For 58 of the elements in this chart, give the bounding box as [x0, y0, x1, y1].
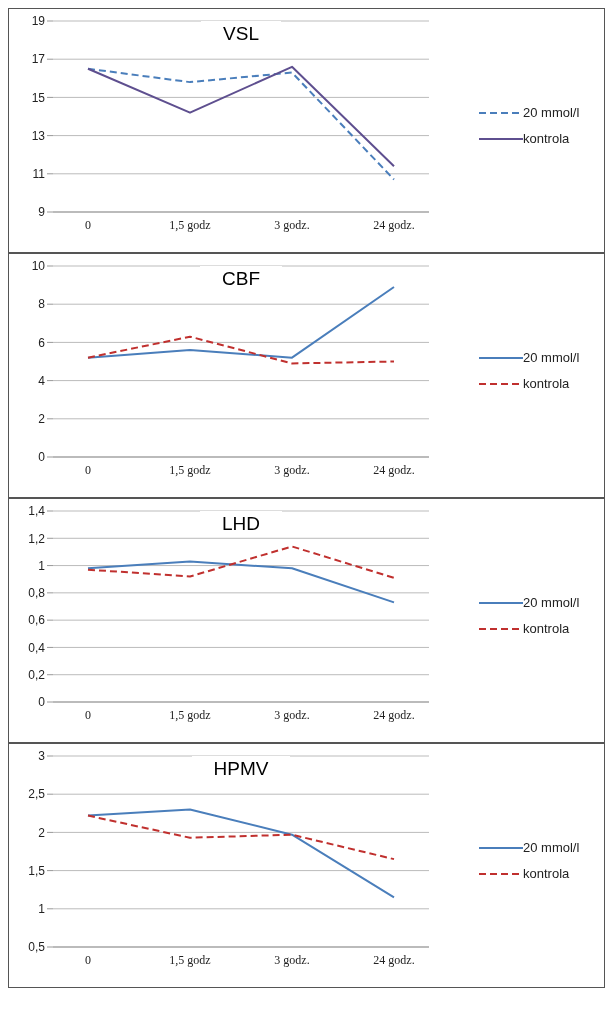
y-tick-label: 11 — [32, 167, 46, 182]
y-tick-label: 9 — [38, 205, 46, 220]
x-tick-label: 1,5 godz — [169, 952, 211, 967]
legend-label: kontrola — [523, 866, 570, 881]
y-tick-label: 2 — [38, 412, 46, 427]
y-tick-label: 0,6 — [28, 613, 46, 628]
legend-label: 20 mmol/l — [523, 105, 580, 120]
legend-label: kontrola — [523, 621, 570, 636]
y-tick-label: 1,5 — [28, 863, 46, 878]
y-tick-label: 17 — [31, 52, 46, 67]
y-tick-label: 19 — [31, 14, 46, 29]
x-tick-label: 0 — [85, 952, 91, 967]
legend-label: kontrola — [523, 376, 570, 391]
y-tick-label: 1 — [38, 902, 46, 917]
legend-label: 20 mmol/l — [523, 840, 580, 855]
y-tick-label: 4 — [38, 373, 46, 388]
y-tick-label: 2,5 — [28, 787, 46, 802]
y-tick-label: 1,2 — [28, 531, 46, 546]
x-tick-label: 3 godz. — [274, 462, 310, 477]
x-tick-label: 24 godz. — [373, 707, 415, 722]
x-tick-label: 3 godz. — [274, 952, 310, 967]
y-tick-label: 13 — [31, 128, 46, 143]
chart-title: LHD — [199, 511, 282, 536]
chart-title: VSL — [201, 21, 281, 46]
chart-title: HPMV — [191, 756, 291, 781]
x-tick-label: 0 — [85, 707, 91, 722]
y-tick-label: 0,4 — [28, 640, 46, 655]
x-tick-label: 24 godz. — [373, 217, 415, 232]
x-tick-label: 24 godz. — [373, 462, 415, 477]
line-series — [87, 335, 395, 365]
x-tick-label: 0 — [85, 217, 91, 232]
x-tick-label: 0 — [85, 462, 91, 477]
x-tick-label: 3 godz. — [274, 217, 310, 232]
y-tick-label: 0,2 — [28, 667, 46, 682]
y-tick-label: 0 — [38, 450, 46, 465]
y-tick-label: 0,8 — [28, 586, 46, 601]
y-tick-label: 1 — [38, 558, 46, 573]
x-tick-label: 1,5 godz — [169, 462, 211, 477]
line-series — [87, 545, 395, 579]
x-tick-label: 24 godz. — [373, 952, 415, 967]
x-tick-label: 1,5 godz — [169, 217, 211, 232]
y-tick-label: 10 — [31, 259, 46, 274]
y-tick-label: 0,5 — [28, 940, 46, 955]
chart-title: CBF — [200, 266, 282, 291]
line-series — [87, 808, 395, 899]
y-tick-label: 2 — [38, 825, 46, 840]
y-tick-label: 8 — [38, 297, 46, 312]
x-tick-label: 3 godz. — [274, 707, 310, 722]
legend-label: 20 mmol/l — [523, 595, 580, 610]
x-tick-label: 1,5 godz — [169, 707, 211, 722]
y-tick-label: 3 — [38, 749, 46, 764]
y-tick-label: 15 — [31, 90, 46, 105]
y-tick-label: 1,4 — [28, 504, 46, 519]
legend-label: 20 mmol/l — [523, 350, 580, 365]
y-tick-label: 6 — [38, 335, 46, 350]
line-series — [87, 814, 395, 861]
legend-label: kontrola — [523, 131, 570, 146]
y-tick-label: 0 — [38, 695, 46, 710]
